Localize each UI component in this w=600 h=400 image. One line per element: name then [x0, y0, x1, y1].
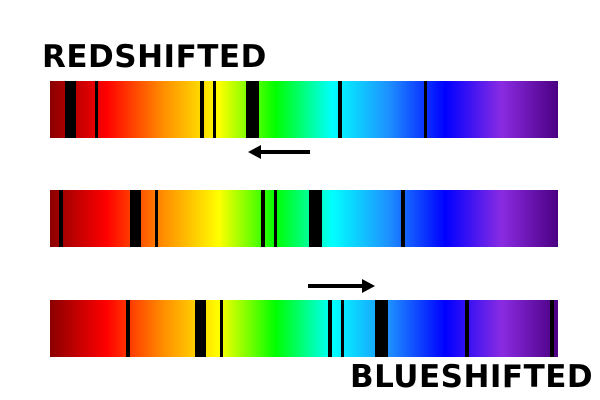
rest-absorption-line	[261, 190, 266, 247]
redshifted-label: REDSHIFTED	[42, 39, 267, 75]
redshifted-absorption-line	[246, 81, 260, 138]
rest-absorption-line	[309, 190, 323, 247]
right-arrow-head	[362, 279, 375, 293]
blueshifted-absorption-line	[126, 300, 131, 357]
blueshifted-absorption-line	[464, 300, 469, 357]
blueshifted-absorption-line	[375, 300, 389, 357]
left-arrow-head	[248, 145, 261, 159]
blueshifted-absorption-line	[328, 300, 333, 357]
rest-absorption-line	[273, 190, 277, 247]
rest-spectrum	[50, 190, 558, 247]
blueshifted-absorption-line	[195, 300, 207, 357]
blueshifted-absorption-line	[340, 300, 344, 357]
redshifted-absorption-line	[212, 81, 216, 138]
rest-absorption-line	[400, 190, 405, 247]
blueshifted-absorption-line	[219, 300, 223, 357]
right-arrow-icon	[308, 279, 375, 293]
redshifted-absorption-line	[337, 81, 342, 138]
redshifted-absorption-line	[94, 81, 98, 138]
blueshifted-label: BLUESHIFTED	[350, 359, 594, 395]
redshifted-absorption-line	[200, 81, 205, 138]
redshifted-spectrum	[50, 81, 558, 138]
left-arrow-icon	[248, 145, 310, 159]
rest-absorption-line	[130, 190, 142, 247]
redshifted-absorption-line	[65, 81, 77, 138]
rest-absorption-line	[154, 190, 158, 247]
blueshifted-absorption-line	[549, 300, 554, 357]
redshifted-absorption-line	[423, 81, 427, 138]
blueshifted-spectrum	[50, 300, 558, 357]
rest-absorption-line	[59, 190, 64, 247]
